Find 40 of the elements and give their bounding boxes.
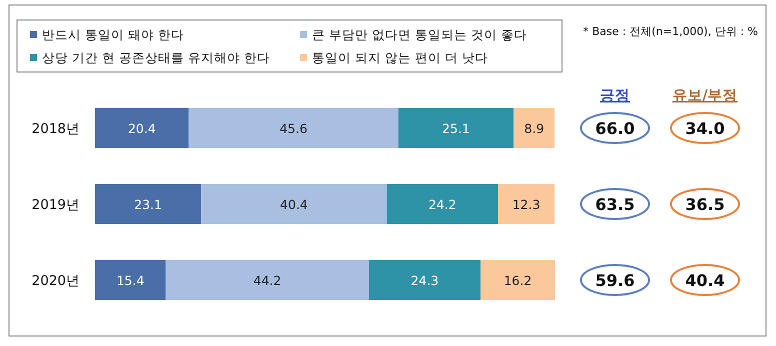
bar [480,260,555,300]
data-label: 40.4 [280,197,308,212]
bar [95,260,166,300]
data-label: 44.2 [253,273,282,288]
bar [386,184,498,224]
text: 36.5 [685,195,725,214]
y-tick-label: 2018년 [32,121,80,137]
data-label: 16.2 [504,273,532,288]
text: 63.5 [595,195,635,214]
data-label: 24.2 [428,197,456,212]
bar [498,184,555,224]
data-label: 15.4 [116,273,144,288]
text: 66.0 [595,119,635,138]
data-label: 24.3 [410,273,439,288]
bar [188,108,398,148]
data-label: 12.3 [512,197,540,212]
bar [398,108,514,148]
bar [514,108,555,148]
text: 59.6 [595,271,635,290]
data-label: 20.4 [128,121,156,136]
text: 34.0 [685,119,725,138]
text: 40.4 [685,271,725,290]
data-label: 25.1 [442,121,470,136]
text: * Base : 전체(n=1,000), 단위 : % [583,25,758,38]
bar [95,108,189,148]
text: 긍정 [600,88,630,104]
data-label: 45.6 [280,121,308,136]
text: 유보/부정 [672,88,738,104]
data-label: 8.9 [524,121,544,136]
legend-label: 반드시 통일이 돼야 한다 [42,27,184,42]
legend-label: 큰 부담만 없다면 통일되는 것이 좋다 [312,27,527,42]
data-label: 23.1 [134,197,162,212]
legend-label: 통일이 되지 않는 편이 더 낫다 [312,50,488,65]
y-tick-label: 2020년 [32,273,80,289]
legend-label: 상당 기간 현 공존상태를 유지해야 한다 [42,50,270,65]
y-tick-label: 2019년 [32,197,80,213]
bar [95,184,202,224]
bar [368,260,481,300]
bar [201,184,387,224]
bar [166,260,369,300]
